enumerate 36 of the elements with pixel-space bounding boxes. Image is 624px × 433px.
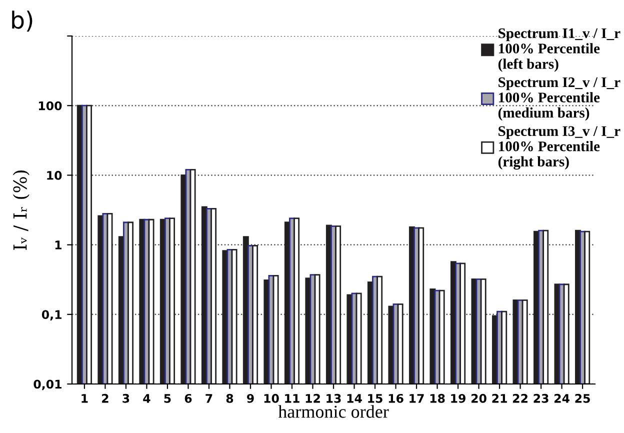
y-tick-label: 0,1 xyxy=(42,310,62,321)
x-tick-label: 23 xyxy=(534,394,548,403)
x-tick-label: 16 xyxy=(388,394,404,403)
x-tick-label: 6 xyxy=(184,394,192,403)
x-tick-label: 18 xyxy=(430,394,445,403)
x-tick-label: 25 xyxy=(575,394,590,403)
x-tick-label: 21 xyxy=(492,394,507,403)
x-tick-label: 4 xyxy=(143,394,150,403)
x-tick-label: 1 xyxy=(82,394,88,403)
x-tick-label: 9 xyxy=(246,394,254,403)
y-tick-label: 1 xyxy=(55,240,62,250)
y-axis-title: Iᵥ / Iᵣ (%) xyxy=(12,170,30,250)
x-axis-title: harmonic order xyxy=(278,405,389,418)
x-tick-label: 17 xyxy=(410,394,424,403)
legend-label: Spectrum I3_v / I_r 100% Percentile (right bars) xyxy=(498,126,620,170)
x-tick-label: 14 xyxy=(347,394,362,403)
text: b) xyxy=(12,10,32,32)
x-tick-label: 12 xyxy=(306,394,320,403)
x-tick-label: 20 xyxy=(471,394,486,403)
x-tick-label: 15 xyxy=(368,394,382,403)
x-tick-label: 7 xyxy=(206,394,212,403)
x-tick-label: 8 xyxy=(226,394,234,403)
y-tick-label: 10 xyxy=(47,170,62,180)
x-tick-label: 2 xyxy=(102,394,108,403)
legend-label: Spectrum I2_v / I_r 100% Percentile (medium bars) xyxy=(498,77,620,121)
x-tick-label: 13 xyxy=(326,394,341,403)
x-tick-label: 5 xyxy=(164,394,171,403)
x-tick-label: 19 xyxy=(451,394,466,403)
x-tick-label: 11 xyxy=(285,394,300,403)
y-tick-label: 0,01 xyxy=(34,380,62,390)
x-tick-label: 10 xyxy=(264,394,279,403)
x-tick-label: 3 xyxy=(122,394,130,403)
y-tick-label: 100 xyxy=(38,101,62,110)
x-tick-label: 22 xyxy=(513,394,528,403)
legend-label: Spectrum I1_v / I_r 100% Percentile (left bars) xyxy=(498,28,620,72)
x-tick-label: 24 xyxy=(554,394,570,403)
